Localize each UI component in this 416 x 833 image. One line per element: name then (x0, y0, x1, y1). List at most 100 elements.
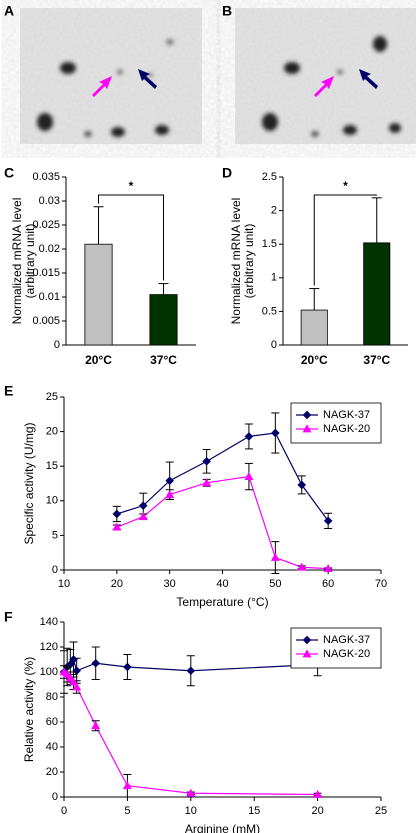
y-tick-label: 0.015 (32, 267, 60, 279)
y-tick-label: 0.03 (39, 195, 60, 207)
panel-label: D (222, 165, 232, 181)
x-tick-label: 0 (61, 805, 67, 817)
gel-image-a (20, 8, 202, 144)
marker (244, 471, 254, 480)
marker (69, 655, 78, 664)
legend-label: NAGK-37 (323, 634, 370, 646)
bar (363, 242, 391, 346)
x-tick-label: 37°C (363, 353, 390, 367)
marker (62, 669, 72, 678)
x-tick-label: 40 (216, 578, 228, 590)
y-tick-label: 0 (52, 564, 58, 576)
panel-label: A (4, 3, 14, 19)
x-tick-label: 20°C (85, 353, 112, 367)
x-tick-label: 20°C (301, 353, 328, 367)
y-tick-label: 0.005 (32, 315, 60, 327)
panel-label: E (4, 383, 13, 399)
significance-mark: * (129, 179, 134, 193)
series-line (116, 432, 329, 522)
x-tick-label: 70 (375, 578, 387, 590)
y-tick-label: 60 (46, 716, 58, 728)
y-tick-label: 0.035 (32, 171, 60, 183)
marker (186, 788, 196, 797)
significance-bracket (313, 194, 378, 286)
x-tick-label: 5 (124, 805, 130, 817)
marker (323, 516, 333, 526)
y-axis-label: Specific activity (U/mg) (22, 422, 36, 544)
marker (202, 478, 212, 487)
significance-mark: * (343, 179, 348, 193)
marker (72, 682, 82, 691)
y-axis-label: Normalized mRNA level (229, 198, 243, 325)
y-tick-label: 0 (271, 339, 277, 351)
marker (66, 660, 75, 669)
legend: NAGK-37 NAGK-20 (290, 627, 382, 669)
y-tick-label: 15 (46, 460, 58, 472)
marker (270, 552, 280, 561)
series-line (63, 671, 318, 796)
marker (165, 489, 175, 498)
panel-label: F (4, 609, 13, 625)
y-tick-label: 80 (46, 691, 58, 703)
y-tick-label: 1 (271, 272, 277, 284)
y-axis-label: (arbitrary unit) (242, 224, 256, 299)
marker (69, 677, 78, 686)
panel-label: B (222, 3, 232, 19)
y-tick-label: 0 (54, 339, 60, 351)
marker (91, 721, 101, 730)
y-tick-label: 0.025 (32, 219, 60, 231)
y-tick-label: 0 (52, 791, 58, 803)
marker (186, 666, 196, 676)
series-line (116, 475, 329, 570)
marker (72, 666, 81, 676)
bar (300, 309, 328, 346)
y-tick-label: 5 (52, 529, 58, 541)
error-bar (93, 206, 104, 245)
marker (297, 562, 307, 571)
marker (123, 662, 132, 672)
y-axis-label: (arbitrary unit) (23, 224, 37, 299)
marker (122, 781, 132, 790)
y-tick-label: 0.01 (39, 291, 60, 303)
legend-label: NAGK-20 (323, 423, 370, 435)
marker (302, 424, 312, 433)
y-tick-label: 2 (271, 205, 277, 217)
x-tick-label: 15 (248, 805, 260, 817)
x-tick-label: 20 (311, 805, 323, 817)
y-tick-label: 10 (46, 495, 58, 507)
y-tick-label: 120 (40, 641, 58, 653)
y-axis-label: Normalized mRNA level (10, 198, 24, 325)
legend-label: NAGK-20 (323, 648, 370, 660)
marker (323, 563, 333, 572)
y-tick-label: 2.5 (262, 171, 277, 183)
x-tick-label: 50 (269, 578, 281, 590)
gel-image-b (235, 8, 416, 144)
legend-label: NAGK-37 (323, 409, 370, 421)
legend: NAGK-37 NAGK-20 (290, 402, 382, 444)
y-tick-label: 20 (46, 426, 58, 438)
x-axis-label: Temperature (°C) (176, 595, 268, 609)
marker (138, 501, 148, 510)
marker (138, 512, 148, 521)
x-axis-label: Arginine (mM) (185, 822, 260, 833)
marker (91, 658, 101, 668)
significance-bracket (98, 194, 164, 281)
marker (271, 428, 280, 438)
marker (112, 522, 122, 531)
marker (302, 410, 312, 420)
error-bar (158, 283, 169, 295)
y-tick-label: 20 (46, 766, 58, 778)
marker (302, 635, 312, 645)
x-tick-label: 10 (185, 805, 197, 817)
y-axis-label: Relative activity (%) (22, 657, 36, 762)
legend-box (290, 402, 382, 444)
y-tick-label: 40 (46, 741, 58, 753)
y-tick-label: 1.5 (262, 238, 277, 250)
marker (302, 649, 312, 658)
y-tick-label: 0.02 (39, 243, 60, 255)
y-tick-label: 25 (46, 391, 58, 403)
marker (297, 480, 307, 490)
x-tick-label: 25 (375, 805, 387, 817)
marker (202, 457, 211, 466)
